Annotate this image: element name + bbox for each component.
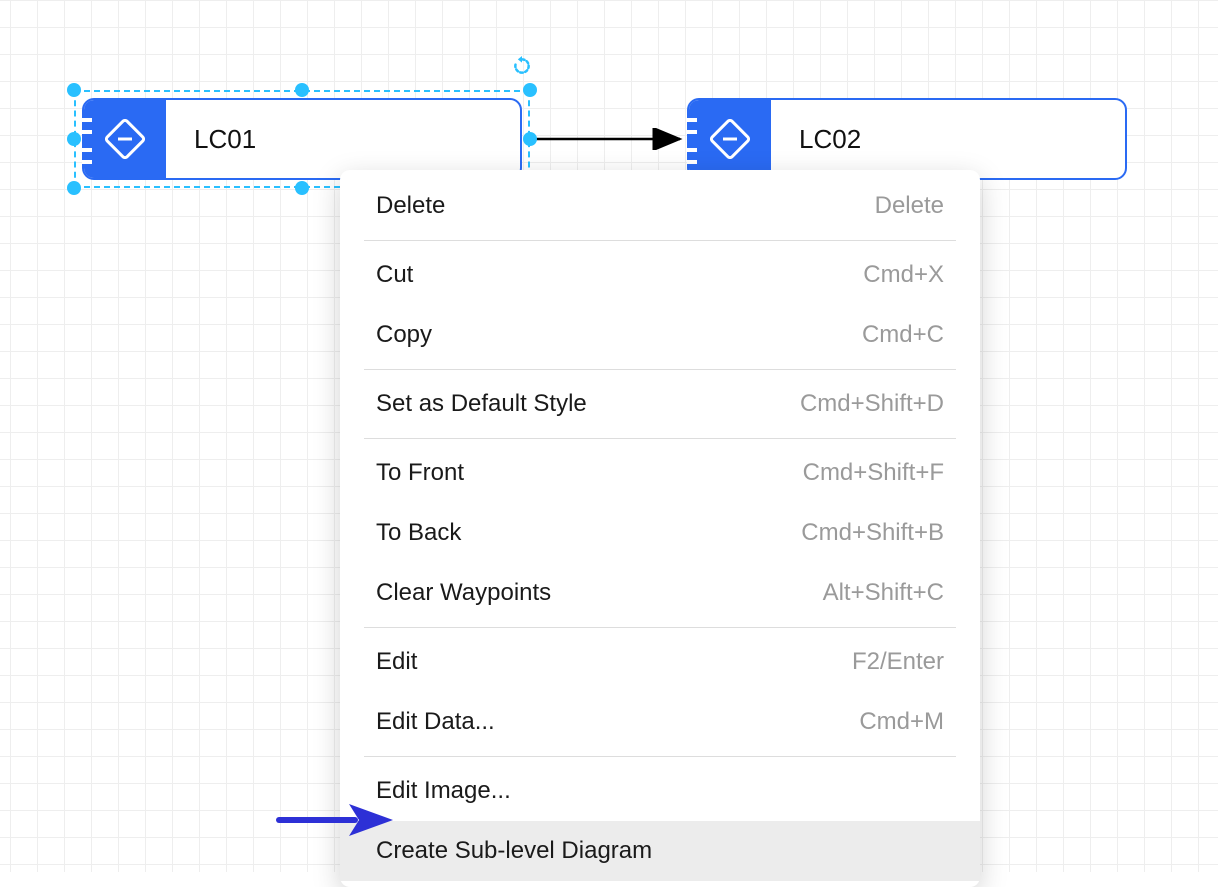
menu-item-shortcut: F2/Enter — [852, 648, 944, 676]
diamond-minus-icon — [710, 119, 750, 159]
selection-handle-n[interactable] — [295, 83, 309, 97]
menu-item-label: To Front — [376, 459, 464, 487]
menu-item-to-back[interactable]: To Back Cmd+Shift+B — [340, 503, 980, 563]
menu-separator — [364, 240, 956, 241]
edge-lc01-lc02[interactable] — [525, 128, 690, 150]
node-lc01-label: LC01 — [166, 124, 256, 155]
menu-separator — [364, 627, 956, 628]
menu-item-shortcut: Delete — [875, 192, 944, 220]
selection-handle-sw[interactable] — [67, 181, 81, 195]
menu-item-label: Delete — [376, 192, 445, 220]
selection-handle-ne[interactable] — [523, 83, 537, 97]
menu-separator — [364, 369, 956, 370]
selection-handle-w[interactable] — [67, 132, 81, 146]
menu-item-cut[interactable]: Cut Cmd+X — [340, 245, 980, 305]
node-lc02[interactable]: LC02 — [687, 98, 1127, 180]
menu-item-label: Copy — [376, 321, 432, 349]
menu-item-shortcut: Alt+Shift+C — [823, 579, 944, 607]
menu-item-label: Edit Data... — [376, 708, 495, 736]
menu-item-edit[interactable]: Edit F2/Enter — [340, 632, 980, 692]
annotation-arrow-icon — [275, 800, 395, 840]
diamond-minus-icon — [105, 119, 145, 159]
menu-item-label: To Back — [376, 519, 461, 547]
menu-item-label: Edit Image... — [376, 777, 511, 805]
menu-item-label: Clear Waypoints — [376, 579, 551, 607]
menu-item-shortcut: Cmd+X — [863, 261, 944, 289]
menu-separator — [364, 756, 956, 757]
menu-item-label: Create Sub-level Diagram — [376, 837, 652, 865]
context-menu: Delete Delete Cut Cmd+X Copy Cmd+C Set a… — [340, 170, 980, 887]
selection-handle-nw[interactable] — [67, 83, 81, 97]
menu-item-shortcut: Cmd+C — [862, 321, 944, 349]
menu-item-create-sublevel-diagram[interactable]: Create Sub-level Diagram — [340, 821, 980, 881]
node-lc02-label: LC02 — [771, 124, 861, 155]
diagram-canvas[interactable]: LC01 LC02 — [0, 0, 1218, 872]
menu-item-label: Cut — [376, 261, 413, 289]
menu-item-shortcut: Cmd+Shift+D — [800, 390, 944, 418]
menu-item-copy[interactable]: Copy Cmd+C — [340, 305, 980, 365]
node-lc01[interactable]: LC01 — [82, 98, 522, 180]
menu-item-delete[interactable]: Delete Delete — [340, 176, 980, 236]
menu-item-clear-waypoints[interactable]: Clear Waypoints Alt+Shift+C — [340, 563, 980, 623]
menu-separator — [364, 438, 956, 439]
menu-item-label: Edit — [376, 648, 417, 676]
menu-item-shortcut: Cmd+Shift+B — [801, 519, 944, 547]
rotate-handle[interactable] — [512, 56, 532, 76]
menu-item-label: Set as Default Style — [376, 390, 587, 418]
menu-item-set-default-style[interactable]: Set as Default Style Cmd+Shift+D — [340, 374, 980, 434]
menu-item-edit-image[interactable]: Edit Image... — [340, 761, 980, 821]
menu-item-edit-data[interactable]: Edit Data... Cmd+M — [340, 692, 980, 752]
menu-item-shortcut: Cmd+M — [859, 708, 944, 736]
selection-handle-s[interactable] — [295, 181, 309, 195]
node-lc02-icon-block — [689, 100, 771, 178]
node-lc01-icon-block — [84, 100, 166, 178]
menu-item-shortcut: Cmd+Shift+F — [803, 459, 944, 487]
menu-item-to-front[interactable]: To Front Cmd+Shift+F — [340, 443, 980, 503]
selection-handle-e[interactable] — [523, 132, 537, 146]
